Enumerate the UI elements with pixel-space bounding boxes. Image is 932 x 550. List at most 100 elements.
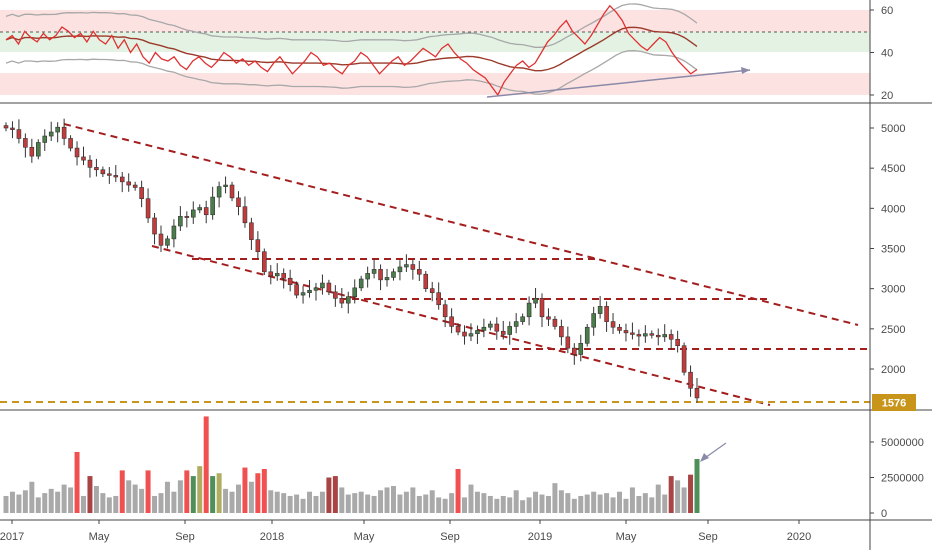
volume-bar <box>132 484 138 513</box>
volume-bar <box>339 487 345 513</box>
candle <box>358 275 364 292</box>
candle-body <box>203 207 209 216</box>
volume-bar <box>332 476 338 513</box>
volume-bar <box>171 491 177 513</box>
time-tick-label: 2019 <box>528 531 552 543</box>
candle <box>442 299 448 328</box>
candle <box>604 301 609 332</box>
candle <box>145 188 151 223</box>
volume-bar <box>319 491 325 513</box>
candle <box>584 324 590 347</box>
candle <box>681 342 687 376</box>
candle <box>100 166 106 178</box>
candlesticks <box>3 118 700 403</box>
volume-axis-ticks: 5000000 2500000 0 <box>870 437 924 520</box>
candle <box>274 263 280 281</box>
candle-body <box>68 138 73 149</box>
candle-body <box>190 209 196 218</box>
candle <box>132 181 138 191</box>
candle <box>352 279 358 304</box>
candle <box>307 279 312 298</box>
candle <box>371 259 377 279</box>
volume-bar <box>281 493 287 513</box>
price-tick-label: 4500 <box>881 163 905 175</box>
candle-body <box>546 316 551 320</box>
rsi-divergence-trendline <box>486 69 751 98</box>
candle <box>429 281 435 302</box>
volume-bar <box>526 497 532 513</box>
candle-body <box>358 278 364 289</box>
candle-body <box>617 326 622 331</box>
candle-body <box>597 306 603 314</box>
candle-body <box>152 217 157 235</box>
rsi-lower-band-line <box>5 50 698 95</box>
rsi-ma-line <box>5 26 698 72</box>
candle-body <box>74 147 80 158</box>
candle <box>3 122 9 132</box>
candle-body <box>688 371 693 389</box>
volume-bar <box>397 494 403 513</box>
volume-bars <box>3 416 700 513</box>
volume-bar <box>642 493 648 513</box>
candle <box>281 268 286 289</box>
candle-body <box>578 342 584 355</box>
rsi-tick-label: 20 <box>881 90 893 102</box>
volume-bar <box>216 473 222 513</box>
candle-body <box>636 334 642 337</box>
volume-bar <box>81 495 86 513</box>
candle <box>36 139 41 160</box>
candle <box>552 315 558 330</box>
candle <box>494 317 500 340</box>
candle-body <box>307 289 312 293</box>
candle <box>55 122 60 143</box>
candle <box>688 365 693 397</box>
candle-body <box>23 138 28 148</box>
candle <box>436 282 441 310</box>
volume-bar <box>29 481 35 513</box>
volume-bar <box>565 493 571 513</box>
volume-bar <box>462 497 468 513</box>
candle <box>23 133 28 158</box>
candle <box>74 141 80 166</box>
candle-body <box>81 156 86 161</box>
volume-bar <box>274 491 280 513</box>
candle-body <box>145 198 151 219</box>
volume-bar <box>190 476 196 513</box>
volume-bar <box>242 467 248 513</box>
candle <box>255 231 261 259</box>
candle <box>61 118 67 146</box>
volume-bar <box>584 494 590 513</box>
candle-body <box>242 206 248 224</box>
volume-bar <box>662 494 668 513</box>
candle <box>236 191 241 216</box>
volume-bar <box>436 497 442 513</box>
candle <box>675 330 680 353</box>
volume-bar <box>93 486 99 513</box>
volume-bar <box>500 495 506 513</box>
candle-body <box>584 326 590 344</box>
candle <box>591 306 596 336</box>
volume-bar <box>197 466 203 513</box>
volume-bar <box>55 491 61 513</box>
candle-body <box>468 333 474 337</box>
candle <box>572 343 577 365</box>
candle-body <box>100 169 106 175</box>
candle-body <box>274 273 280 277</box>
candle-body <box>333 291 338 299</box>
volume-bar <box>184 470 190 513</box>
candle <box>268 265 274 285</box>
volume-bar <box>545 495 551 513</box>
candle-body <box>107 173 112 176</box>
time-tick-label: May <box>616 531 637 543</box>
candle <box>513 313 519 334</box>
candle-body <box>223 184 228 187</box>
price-panel <box>0 118 870 406</box>
candle <box>610 313 616 334</box>
candle-body <box>48 131 54 137</box>
volume-bar <box>378 490 384 513</box>
candle <box>636 329 642 347</box>
candle-body <box>604 306 609 322</box>
candle <box>410 259 416 280</box>
volume-bar <box>345 494 351 513</box>
